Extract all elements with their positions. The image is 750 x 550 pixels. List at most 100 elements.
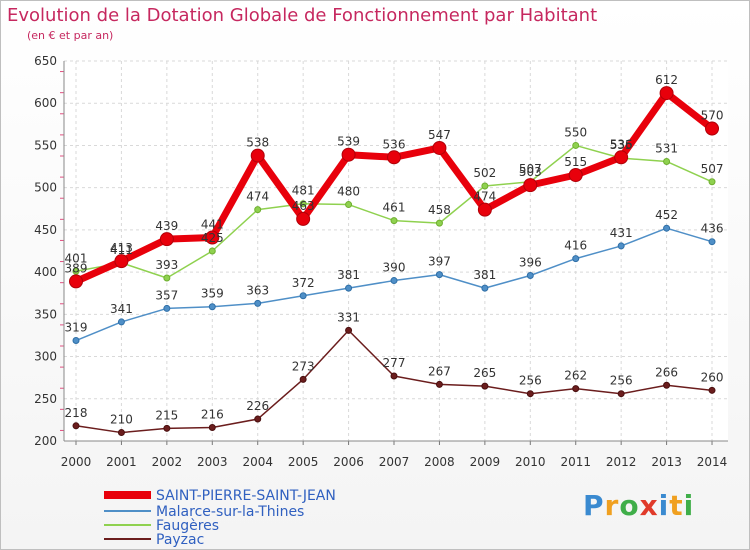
y-tick-label: 550	[34, 138, 57, 152]
data-label: 480	[337, 185, 360, 199]
data-label: 547	[428, 128, 451, 142]
data-point	[117, 429, 125, 437]
data-label: 359	[201, 287, 224, 301]
data-point	[387, 150, 402, 165]
data-label: 539	[337, 135, 360, 149]
data-label: 458	[428, 203, 451, 217]
data-point	[72, 267, 80, 275]
data-label: 439	[155, 219, 178, 233]
data-point	[572, 255, 580, 263]
data-point	[481, 284, 489, 292]
data-point	[708, 386, 716, 394]
x-tick-label: 2011	[560, 455, 591, 469]
data-point	[208, 303, 216, 311]
y-tick-label: 650	[34, 54, 57, 68]
legend-label: SAINT-PIERRE-SAINT-JEAN	[156, 488, 336, 504]
data-label: 226	[246, 399, 269, 413]
data-point	[663, 224, 671, 232]
data-label: 267	[428, 364, 451, 378]
legend-label: Payzac	[156, 532, 204, 548]
data-point	[663, 381, 671, 389]
data-label: 507	[701, 162, 724, 176]
data-point	[341, 147, 356, 162]
data-point	[345, 284, 353, 292]
logo-letter: t	[669, 489, 684, 522]
logo-letter: x	[639, 489, 659, 522]
data-point	[296, 211, 311, 226]
data-point	[572, 141, 580, 149]
data-label: 531	[655, 141, 678, 155]
data-point	[72, 337, 80, 345]
x-tick-label: 2006	[333, 455, 364, 469]
data-label: 441	[201, 217, 224, 231]
data-point	[617, 242, 625, 250]
data-label: 507	[519, 162, 542, 176]
y-tick-label: 250	[34, 392, 57, 406]
data-point	[435, 219, 443, 227]
data-label: 266	[655, 365, 678, 379]
logo-letter: i	[683, 489, 695, 522]
data-label: 396	[519, 255, 542, 269]
x-tick-label: 2013	[651, 455, 682, 469]
data-point	[526, 390, 534, 398]
data-point	[299, 375, 307, 383]
legend-label: Faugères	[156, 518, 219, 534]
data-label: 536	[610, 137, 633, 151]
x-tick-label: 2012	[606, 455, 637, 469]
data-label: 570	[701, 109, 724, 123]
data-point	[163, 274, 171, 282]
data-label: 265	[473, 366, 496, 380]
data-label: 277	[383, 356, 406, 370]
x-tick-label: 2007	[379, 455, 410, 469]
data-point	[523, 178, 538, 193]
chart-title: Evolution de la Dotation Globale de Fonc…	[7, 5, 598, 26]
data-point	[617, 390, 625, 398]
data-point	[481, 382, 489, 390]
y-tick-label: 350	[34, 307, 57, 321]
x-tick-label: 2014	[697, 455, 728, 469]
data-label: 538	[246, 136, 269, 150]
data-label: 502	[473, 166, 496, 180]
data-point	[659, 86, 674, 101]
data-label: 372	[292, 276, 315, 290]
logo-letter: P	[583, 489, 605, 522]
data-point	[432, 140, 447, 155]
data-label: 215	[155, 408, 178, 422]
data-label: 363	[246, 283, 269, 297]
data-label: 452	[655, 208, 678, 222]
x-tick-label: 2001	[106, 455, 137, 469]
data-label: 256	[519, 374, 542, 388]
data-point	[163, 424, 171, 432]
data-point	[345, 201, 353, 209]
data-point	[390, 372, 398, 380]
data-label: 390	[383, 261, 406, 275]
data-point	[614, 150, 629, 165]
y-tick-label: 300	[34, 350, 57, 364]
data-label: 474	[473, 190, 496, 204]
data-label: 401	[65, 251, 88, 265]
data-label: 431	[610, 226, 633, 240]
data-point	[159, 232, 174, 247]
data-label: 503	[519, 165, 542, 179]
x-tick-label: 2009	[470, 455, 501, 469]
data-label: 416	[564, 239, 587, 253]
data-label: 216	[201, 407, 224, 421]
data-label: 481	[292, 184, 315, 198]
x-tick-label: 2000	[61, 455, 92, 469]
data-label: 218	[65, 406, 88, 420]
data-point	[526, 271, 534, 279]
data-point	[708, 178, 716, 186]
data-point	[477, 202, 492, 217]
data-label: 393	[155, 258, 178, 272]
y-tick-label: 400	[34, 265, 57, 279]
data-point	[117, 318, 125, 326]
data-point	[254, 206, 262, 214]
logo-letter: r	[604, 489, 620, 522]
data-label: 612	[655, 73, 678, 87]
data-point	[708, 238, 716, 246]
data-point	[481, 182, 489, 190]
data-point	[568, 168, 583, 182]
data-label: 411	[110, 243, 133, 257]
